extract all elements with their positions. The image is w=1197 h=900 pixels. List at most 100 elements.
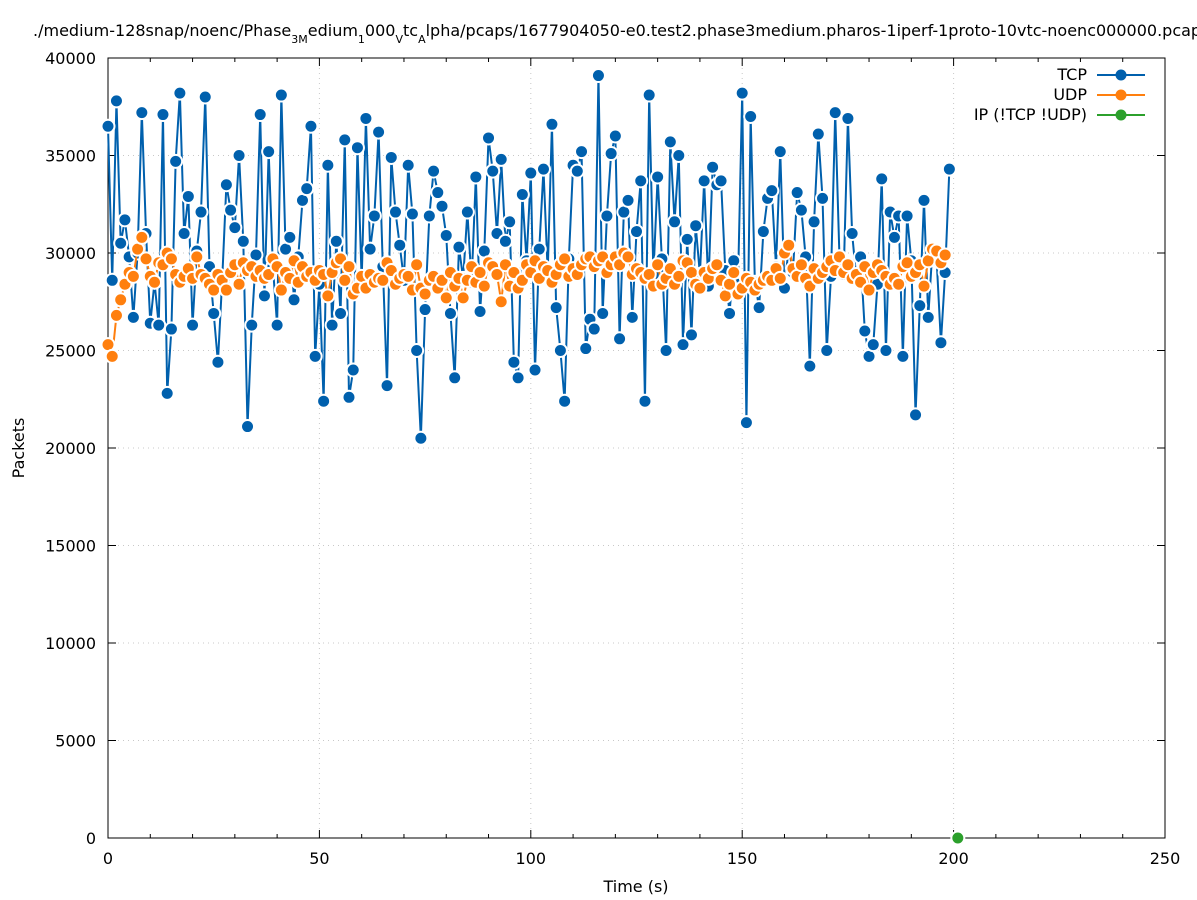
data-point [185,317,201,333]
data-point [273,282,289,298]
data-point [764,183,780,199]
data-point [113,235,129,251]
data-point [172,85,188,101]
data-point [544,116,560,132]
data-point [485,163,501,179]
data-point [426,163,442,179]
data-point [125,309,141,325]
data-point [307,348,323,364]
data-point [933,335,949,351]
data-point [455,290,471,306]
data-point [434,198,450,214]
x-axis-label: Time (s) [602,877,668,896]
data-point [734,85,750,101]
data-point [633,173,649,189]
y-tick-label: 35000 [45,147,96,166]
y-tick-label: 5000 [55,732,96,751]
data-point [557,393,573,409]
data-point [891,276,907,292]
data-point [620,249,636,265]
data-point [844,226,860,241]
data-point [125,268,141,284]
data-point [772,270,788,286]
data-point [658,343,674,358]
legend-item: UDP [1053,85,1145,104]
data-point [713,173,729,189]
data-point [895,348,911,364]
data-point [709,257,725,273]
data-point [328,233,344,249]
y-tick-label: 10000 [45,634,96,653]
data-point [624,309,640,325]
data-point [134,105,150,121]
series-udp [100,229,953,364]
data-point [603,146,619,162]
data-point [223,202,239,218]
data-point [497,233,513,249]
data-point [840,110,856,126]
data-point [168,153,184,169]
data-point [886,229,902,245]
data-point [438,227,454,243]
data-point [755,224,771,240]
data-point [641,87,657,103]
data-point [793,257,809,273]
data-point [535,161,551,177]
data-point [113,292,129,308]
data-point [481,130,497,146]
data-point [409,343,425,358]
data-point [472,265,488,280]
series-layer [100,68,966,846]
data-point [916,192,932,208]
data-point [392,237,408,253]
data-point [400,157,416,173]
data-point [696,173,712,189]
data-point [861,282,877,298]
x-tick-label: 250 [1150,849,1181,868]
data-point [468,169,484,185]
data-point [371,124,387,140]
data-point [688,218,704,234]
data-point [865,337,881,353]
data-point [941,161,957,177]
data-point [827,105,843,121]
data-point [937,247,953,263]
data-point [920,309,936,325]
series-ip-tcp-udp [950,830,966,846]
legend-label: TCP [1056,65,1087,84]
data-point [493,151,509,167]
x-tick-label: 50 [309,849,329,868]
data-point [100,118,116,134]
data-point [459,204,475,220]
data-point [738,415,754,431]
data-point [451,239,467,255]
data-point [176,226,192,241]
data-point [400,268,416,284]
data-point [590,68,606,84]
data-point [147,274,163,290]
data-point [417,302,433,318]
data-point [595,305,611,321]
x-tick-label: 200 [938,849,969,868]
data-point [240,419,256,435]
data-point [341,259,357,275]
data-point [345,362,361,378]
data-point [413,430,429,446]
data-point [189,249,205,265]
data-point [104,272,120,288]
data-point [599,208,615,224]
data-point [218,282,234,298]
data-point [163,321,179,337]
data-point [231,148,247,163]
y-tick-label: 15000 [45,537,96,556]
data-point [273,87,289,103]
x-tick-label: 100 [516,849,547,868]
x-tick-label: 150 [727,849,758,868]
data-point [489,266,505,282]
data-point [421,208,437,224]
y-axis: 0 5000 10000 15000 20000 25000 30000 35000 40000 [45,49,1165,848]
data-point [159,385,175,401]
data-point [104,348,120,364]
data-point [163,251,179,267]
